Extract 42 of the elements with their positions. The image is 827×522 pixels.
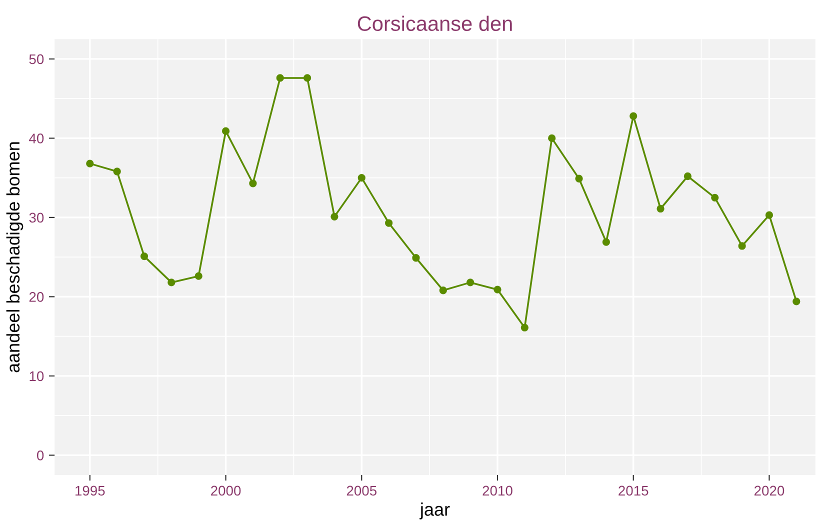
point bbox=[194, 272, 202, 280]
point bbox=[656, 204, 664, 213]
point bbox=[303, 74, 312, 82]
point bbox=[249, 180, 257, 188]
point bbox=[113, 168, 121, 176]
point bbox=[384, 219, 393, 227]
point bbox=[494, 286, 502, 294]
point bbox=[738, 242, 746, 250]
point bbox=[575, 174, 583, 182]
point bbox=[86, 160, 94, 168]
point bbox=[602, 238, 610, 246]
x-tick-label: 2005 bbox=[346, 486, 377, 496]
y-axis-title: aandeel beschadigde bomen bbox=[6, 142, 24, 372]
point bbox=[792, 298, 800, 306]
point bbox=[330, 212, 338, 220]
point bbox=[276, 74, 284, 82]
point bbox=[765, 211, 774, 219]
y-tick-label: 0 bbox=[36, 450, 44, 460]
x-tick-label: 2000 bbox=[211, 486, 241, 496]
y-tick-label: 30 bbox=[29, 212, 44, 223]
point bbox=[222, 127, 230, 135]
x-tick-label: 1995 bbox=[76, 486, 105, 496]
point bbox=[548, 134, 556, 142]
point bbox=[412, 254, 420, 262]
point bbox=[711, 194, 719, 202]
x-tick-label: 2020 bbox=[754, 486, 784, 496]
y-tick-label: 10 bbox=[30, 371, 44, 382]
point bbox=[439, 286, 447, 294]
chart-title: Corsicaanse den bbox=[358, 16, 512, 32]
point bbox=[684, 172, 692, 180]
point bbox=[466, 278, 474, 286]
x-axis-title: jaar bbox=[420, 502, 450, 520]
x-tick-label: 2015 bbox=[618, 486, 648, 496]
point bbox=[140, 252, 148, 260]
x-tick-label: 2010 bbox=[482, 486, 512, 496]
point bbox=[520, 324, 528, 332]
y-tick-label: 20 bbox=[29, 292, 44, 302]
y-tick-label: 50 bbox=[29, 54, 44, 64]
y-tick-label: 40 bbox=[29, 134, 44, 144]
point bbox=[358, 174, 366, 182]
point bbox=[168, 278, 176, 286]
point bbox=[630, 112, 638, 120]
